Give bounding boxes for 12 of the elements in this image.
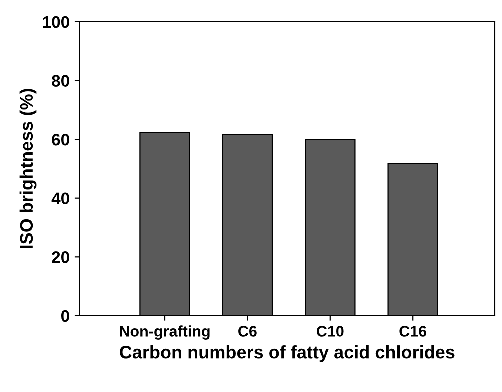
y-tick-label: 80	[52, 75, 70, 87]
y-axis-title: ISO brightness (%)	[20, 89, 37, 248]
x-tick-label: C10	[317, 326, 344, 337]
x-tick-label: C16	[400, 326, 427, 337]
x-axis-title: Carbon numbers of fatty acid chlorides	[120, 346, 455, 362]
y-tick-label: 0	[61, 310, 70, 322]
y-tick-label: 40	[52, 192, 70, 205]
x-tick-label: Non-grafting	[120, 326, 210, 340]
y-tick-label: 20	[52, 252, 70, 264]
y-tick-label: 60	[52, 134, 70, 146]
x-tick-label: C6	[238, 326, 257, 337]
y-tick-label: 100	[43, 16, 70, 28]
